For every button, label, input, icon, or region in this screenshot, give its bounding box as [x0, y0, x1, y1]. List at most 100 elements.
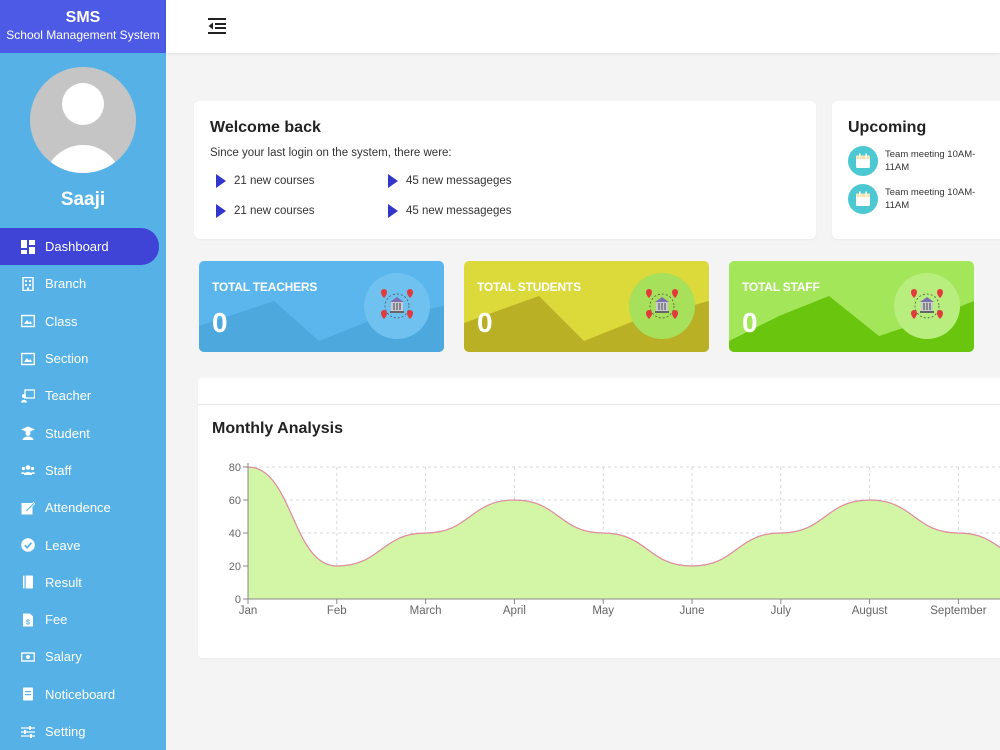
chart-axes: 0 20 40 60 80 Jan Feb March April May June July Augu… — [229, 462, 1000, 617]
sidebar-item-leave[interactable]: Leave — [0, 526, 166, 563]
section-icon — [20, 352, 36, 366]
stat-item: 45 new messageges — [388, 174, 511, 188]
sidebar-item-label: Branch — [45, 276, 87, 292]
welcome-subtitle: Since your last login on the system, the… — [210, 147, 452, 159]
y-tick-label: 80 — [229, 462, 241, 474]
sidebar-item-label: Salary — [45, 649, 82, 665]
x-tick-label: Feb — [327, 605, 347, 617]
tile-total-students[interactable]: TOTAL STUDENTS 0 — [464, 261, 709, 352]
sidebar-item-salary[interactable]: Salary — [0, 638, 166, 675]
file-invoice-icon: $ — [20, 613, 36, 627]
sidebar-item-fee[interactable]: $ Fee — [0, 601, 166, 638]
stat-item: 21 new courses — [216, 204, 315, 218]
sidebar-item-label: Staff — [45, 462, 72, 478]
sidebar-item-noticeboard[interactable]: Noticeboard — [0, 676, 166, 713]
sidebar-nav: Dashboard Branch Class Section Teacher S… — [0, 228, 166, 750]
check-circle-icon — [20, 538, 36, 552]
tile-total-teachers[interactable]: TOTAL TEACHERS 0 — [199, 261, 444, 352]
stat-item: 45 new messageges — [388, 204, 511, 218]
tile-count: 0 — [477, 307, 493, 338]
monthly-analysis-chart: 0 20 40 60 80 Jan Feb March April May June July Augu… — [229, 462, 1000, 617]
graduate-icon — [20, 426, 36, 441]
sidebar-item-dashboard[interactable]: Dashboard — [0, 228, 159, 266]
welcome-card: Welcome back Since your last login on th… — [194, 101, 816, 239]
x-tick-label: September — [930, 605, 986, 617]
sidebar-item-student[interactable]: Student — [0, 414, 166, 451]
sidebar-item-class[interactable]: Class — [0, 303, 166, 340]
tile-count: 0 — [742, 307, 758, 338]
classroom-icon — [20, 314, 36, 328]
brand-subtitle: School Management System — [6, 28, 160, 42]
stat-text: 45 new messageges — [406, 205, 512, 217]
sidebar-item-label: Section — [45, 351, 89, 367]
sidebar-item-staff[interactable]: Staff — [0, 452, 166, 489]
teacher-icon — [20, 389, 36, 403]
y-tick-label: 60 — [229, 495, 241, 507]
brand-title: SMS — [65, 9, 101, 26]
tile-label: TOTAL TEACHERS — [212, 280, 318, 294]
chart-area-fill — [248, 467, 1000, 599]
monthly-analysis-card: Monthly Analysis 0 20 40 60 80 Jan Feb March Apr… — [198, 378, 1000, 658]
y-tick-label: 20 — [229, 561, 241, 573]
building-icon — [20, 276, 36, 291]
tile-total-staff[interactable]: TOTAL STAFF 0 — [729, 261, 974, 352]
y-tick-label: 0 — [235, 594, 241, 606]
x-tick-label: August — [852, 605, 889, 617]
sidebar-item-label: Class — [45, 313, 78, 329]
avatar[interactable] — [30, 67, 136, 173]
tile-label: TOTAL STAFF — [742, 280, 820, 294]
avatar-body — [44, 145, 122, 173]
sidebar-item-setting[interactable]: Setting — [0, 713, 166, 750]
sidebar-item-label: Dashboard — [45, 239, 109, 255]
x-tick-label: June — [680, 605, 705, 617]
sidebar-item-branch[interactable]: Branch — [0, 265, 166, 302]
sidebar-item-section[interactable]: Section — [0, 340, 166, 377]
triangle-right-icon — [388, 174, 398, 188]
school-location-icon — [894, 273, 960, 339]
school-location-icon — [364, 273, 430, 339]
sidebar-item-label: Setting — [45, 724, 86, 739]
upcoming-title: Upcoming — [848, 119, 927, 136]
school-location-icon — [629, 273, 695, 339]
notice-icon — [20, 687, 36, 701]
brand-header[interactable]: SMS School Management System — [0, 0, 166, 53]
chart-title: Monthly Analysis — [212, 420, 343, 437]
sidebar-item-label: Fee — [45, 612, 68, 628]
sidebar-item-label: Leave — [45, 537, 81, 553]
stat-text: 21 new courses — [234, 205, 315, 217]
dashboard-icon — [20, 239, 36, 254]
stat-text: 21 new courses — [234, 175, 315, 187]
sidebar-item-label: Result — [45, 574, 82, 590]
tile-label: TOTAL STUDENTS — [477, 280, 581, 294]
users-icon — [20, 463, 36, 477]
chart-series-line — [247, 466, 1000, 567]
upcoming-event[interactable]: Team meeting 10AM-11AM — [848, 146, 989, 176]
book-icon — [20, 575, 36, 589]
y-tick-label: 40 — [229, 528, 241, 540]
sidebar-item-teacher[interactable]: Teacher — [0, 377, 166, 414]
x-tick-label: Jan — [239, 605, 258, 617]
tile-count: 0 — [212, 307, 228, 338]
menu-toggle-icon[interactable] — [207, 17, 227, 35]
avatar-head — [62, 83, 104, 125]
card-divider — [198, 404, 1000, 405]
calendar-icon — [848, 184, 878, 214]
upcoming-event[interactable]: Team meeting 10AM-11AM — [848, 184, 989, 214]
triangle-right-icon — [216, 174, 226, 188]
x-tick-label: April — [503, 605, 526, 617]
x-tick-label: July — [771, 605, 792, 617]
triangle-right-icon — [216, 204, 226, 218]
sidebar: SMS School Management System Saaji Dashb… — [0, 0, 166, 750]
sidebar-item-result[interactable]: Result — [0, 564, 166, 601]
sliders-icon — [20, 725, 36, 739]
money-icon — [20, 650, 36, 664]
sidebar-item-label: Attendence — [45, 500, 111, 516]
calendar-icon — [848, 146, 878, 176]
event-text: Team meeting 10AM-11AM — [885, 149, 976, 173]
sidebar-item-label: Student — [45, 425, 90, 441]
event-text: Team meeting 10AM-11AM — [885, 187, 976, 211]
sidebar-item-attendence[interactable]: Attendence — [0, 489, 166, 526]
topbar — [166, 0, 1000, 53]
x-tick-label: March — [410, 605, 442, 617]
upcoming-card: Upcoming Team meeting 10AM-11AM Team mee… — [832, 101, 1000, 239]
